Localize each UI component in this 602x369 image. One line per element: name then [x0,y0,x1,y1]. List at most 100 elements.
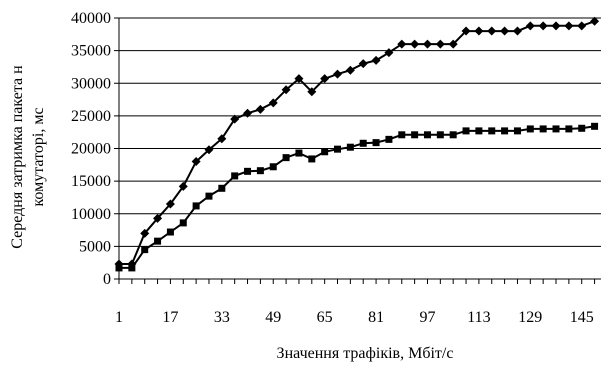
x-tick-label: 65 [317,309,333,326]
series-2-point [578,124,586,132]
y-axis-title-line-2: комутаторі, мс [30,107,47,206]
series-2-point [205,192,213,200]
series-2-point [154,237,162,245]
series-2-point [398,131,406,139]
series-1-point [268,98,278,108]
series-1-point [448,39,458,49]
series-2-point [423,131,431,139]
y-tick-label: 25000 [71,108,111,125]
x-tick-label: 97 [419,309,435,326]
x-tick-label: 49 [265,309,281,326]
series-1-point [140,228,150,238]
x-tick-label: 113 [467,309,490,326]
series-2-point [128,264,136,272]
series-1-point [525,21,535,31]
series-1-point [371,55,381,65]
x-tick-label: 1 [115,309,123,326]
x-tick-label: 33 [214,309,230,326]
series-2-point [372,139,380,147]
series-2-point [539,125,547,133]
series-2-point [526,125,534,133]
series-2-point [295,149,303,157]
y-tick-label: 40000 [71,10,111,27]
series-1-line [119,20,595,265]
series-2-point [462,127,470,135]
series-2-point [231,172,239,180]
series-2-point [334,145,342,153]
series-1-point [165,199,175,209]
y-axis-title-line-1: Середня затримка пакета н [9,65,26,249]
y-tick-label: 10000 [71,206,111,223]
series-1-point [397,39,407,49]
series-2-point [488,127,496,135]
series-1-point [410,39,420,49]
series-1-point [307,87,317,97]
x-tick-label: 129 [518,309,542,326]
series-1-point [500,26,510,36]
series-2-point [591,122,599,130]
series-1-point [564,21,574,31]
series-1-point [243,108,253,118]
series-2-point [321,148,329,156]
series-2-point [359,139,367,147]
series-2-point [385,135,393,143]
series-1-point [512,26,522,36]
axes [118,18,601,284]
series-1-point [461,26,471,36]
series-2-point [269,163,277,171]
series-1-point [487,26,497,36]
series-2-point [244,167,252,175]
series-1-point [320,74,330,84]
series-2-point [282,154,290,162]
series-2-point [141,246,149,254]
series-1-point [435,39,445,49]
series-1-point [204,145,214,155]
x-tick-label: 17 [162,309,178,326]
series-2-point [115,264,123,272]
series-1-point [294,74,304,84]
series-1-point [590,16,600,26]
series-1-point [551,21,561,31]
series-1-point [191,157,201,167]
y-tick-label: 20000 [71,141,111,158]
series-1-point [384,48,394,58]
series-2-point [308,155,316,163]
series-2-point [256,167,264,175]
series-1-point [333,69,343,79]
series-1-point [281,85,291,95]
x-tick-label: 145 [570,309,594,326]
grid-lines [114,17,601,280]
series-2-point [475,127,483,135]
series-2-point [192,202,200,210]
series-1-point [358,59,368,69]
series-2-point [501,127,509,135]
series-1-point [538,21,548,31]
series-1-point [422,39,432,49]
series-2-point [218,184,226,192]
series-2-point [436,131,444,139]
series-group [114,16,600,272]
y-tick-label: 30000 [71,75,111,92]
x-axis-title: Значення трафіків, Мбіт/с [277,345,454,362]
series-1-point [217,134,227,144]
series-1-point [255,104,265,114]
y-tick-labels: 0 5000 10000 15000 20000 25000 30000 35000 40000 [71,10,111,288]
series-2-point [552,125,560,133]
series-2-point [346,143,354,151]
series-1-point [153,213,163,223]
series-2-point [411,131,419,139]
y-tick-label: 35000 [71,43,111,60]
series-2-point [513,127,521,135]
x-tick-label: 81 [368,309,384,326]
series-2-point [565,125,573,133]
series-1-point [345,65,355,75]
series-1-point [577,21,587,31]
y-tick-label: 0 [103,271,111,288]
series-2-point [179,219,187,227]
y-tick-label: 5000 [79,238,111,255]
x-tick-labels: 1 17 33 49 65 81 97 113 129 145 [115,309,594,326]
series-1-point [230,114,240,124]
y-tick-label: 15000 [71,173,111,190]
